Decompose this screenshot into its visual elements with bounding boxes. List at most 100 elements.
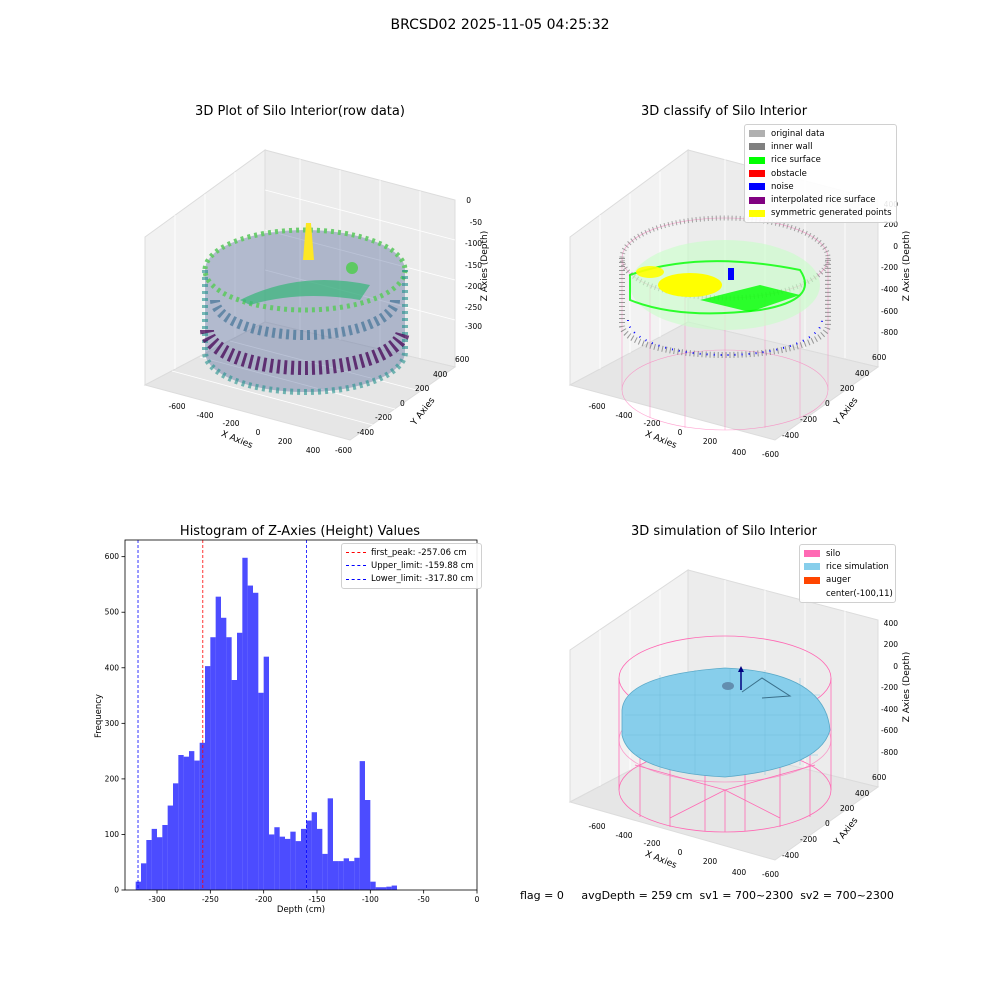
y-tick-label: 400 [105,663,120,672]
histogram-bar [221,617,227,890]
simulation-ytick: -200 [800,835,817,844]
classify-ytick: 0 [825,399,830,408]
legend-item: symmetric generated points [749,207,892,220]
histogram-bar [237,632,243,890]
legend-item: rice simulation [804,560,891,573]
histogram-bar [274,827,280,890]
histogram-bar [365,800,371,890]
raw-ztick: -200 [465,282,482,291]
histogram-bar [311,812,317,890]
histogram-bar [199,742,205,890]
simulation-ytick: -600 [762,870,779,879]
y-tick-label: 600 [105,552,120,561]
histogram-bar [194,760,200,890]
histogram-chart: -300 -250 -200 -150 -100 -50 0 0 100 200 300 400 50… [94,539,480,915]
y-tick-label: 500 [105,608,120,617]
legend-swatch [749,130,765,138]
histogram-xlabel: Depth (cm) [277,905,325,915]
simulation-ztick: -200 [881,683,898,692]
simulation-xtick: -600 [588,822,605,831]
classify-3d-plot: -600 -400 -200 0 200 400 600 400 200 0 -… [568,149,912,459]
y-tick-label: 300 [105,719,120,728]
histogram-legend: first_peak: -257.06 cm Upper_limit: -159… [341,543,482,589]
histogram-bar [226,637,232,890]
raw-ytick: 0 [400,399,405,408]
classify-xtick: 200 [703,437,718,446]
legend-item: first_peak: -257.06 cm [346,546,477,559]
classify-ztick: -200 [881,263,898,272]
histogram-bar [183,756,189,890]
simulation-xtick: 200 [703,857,718,866]
histogram-bar [189,751,195,890]
raw-zlabel: Z Axies (Depth) [480,231,490,302]
histogram-bar [157,837,163,890]
raw-xtick: 200 [278,437,293,446]
legend-item: interpolated rice surface [749,193,892,206]
simulation-zlabel: Z Axies (Depth) [902,652,912,723]
simulation-ytick: 200 [840,804,855,813]
legend-item: center(-100,11) [804,587,893,600]
histogram-bar [146,840,152,890]
legend-swatch [804,590,820,597]
histogram-bar [162,825,168,890]
legend-item: Upper_limit: -159.88 cm [346,559,477,572]
histogram-bar [322,853,328,890]
classify-xtick: -200 [643,419,660,428]
x-tick-label: -200 [255,895,272,904]
raw-ztick: -300 [465,322,482,331]
x-tick-label: -300 [148,895,165,904]
legend-swatch [749,156,765,164]
raw-xtick: -400 [196,411,213,420]
histogram-bar [231,680,237,890]
classify-ytick: -600 [762,450,779,459]
raw-ztick: -150 [465,261,482,270]
histogram-bar [247,585,253,890]
simulation-3d-plot: -600 -400 -200 0 200 400 600 400 200 0 -… [568,569,912,879]
classify-ztick: 200 [884,220,899,229]
histogram-bar [343,858,349,890]
classify-xtick: 0 [678,428,683,437]
simulation-ytick: -400 [782,851,799,860]
legend-swatch [749,143,765,151]
legend-item: inner wall [749,140,892,153]
legend-swatch [749,209,765,217]
legend-line-red [346,552,366,554]
legend-item: noise [749,180,892,193]
histogram-bar [306,820,312,890]
histogram-bar [301,828,307,890]
simulation-ytick: 600 [872,773,887,782]
histogram-bar [258,692,264,890]
histogram-bar [295,841,301,890]
raw-xtick: -200 [222,419,239,428]
legend-swatch [749,196,765,204]
legend-line-blue [346,565,366,567]
histogram-bar [279,836,285,890]
legend-swatch [804,563,820,571]
raw-ytick: -600 [335,446,352,455]
histogram-bar [375,887,381,890]
raw-xtick: -600 [168,402,185,411]
histogram-bar [285,838,291,890]
classify-xlabel: X Axies [643,429,678,451]
simulation-ztick: -400 [881,705,898,714]
histogram-bar [349,861,355,890]
histogram-bar [178,755,184,890]
x-tick-label: -100 [362,895,379,904]
raw-ytick: 600 [455,355,470,364]
raw-ztick: -250 [465,303,482,312]
simulation-xtick: -200 [643,839,660,848]
raw-xlabel: X Axies [219,429,254,451]
histogram-ylabel: Frequency [94,694,104,738]
classify-xtick: 400 [732,448,747,457]
legend-item: auger [804,574,891,587]
histogram-bar [242,557,248,890]
simulation-ztick: 200 [884,640,899,649]
histogram-bar [205,666,211,890]
x-tick-label: 0 [475,895,480,904]
histogram-title: Histogram of Z-Axies (Height) Values [179,524,421,539]
raw-3d-plot: -600 -400 -200 0 200 400 600 400 200 0 -… [143,149,490,455]
classify-ytick: -200 [800,415,817,424]
raw-ytick: 400 [433,370,448,379]
histogram-bar [338,861,344,890]
raw-ztick: -100 [465,239,482,248]
